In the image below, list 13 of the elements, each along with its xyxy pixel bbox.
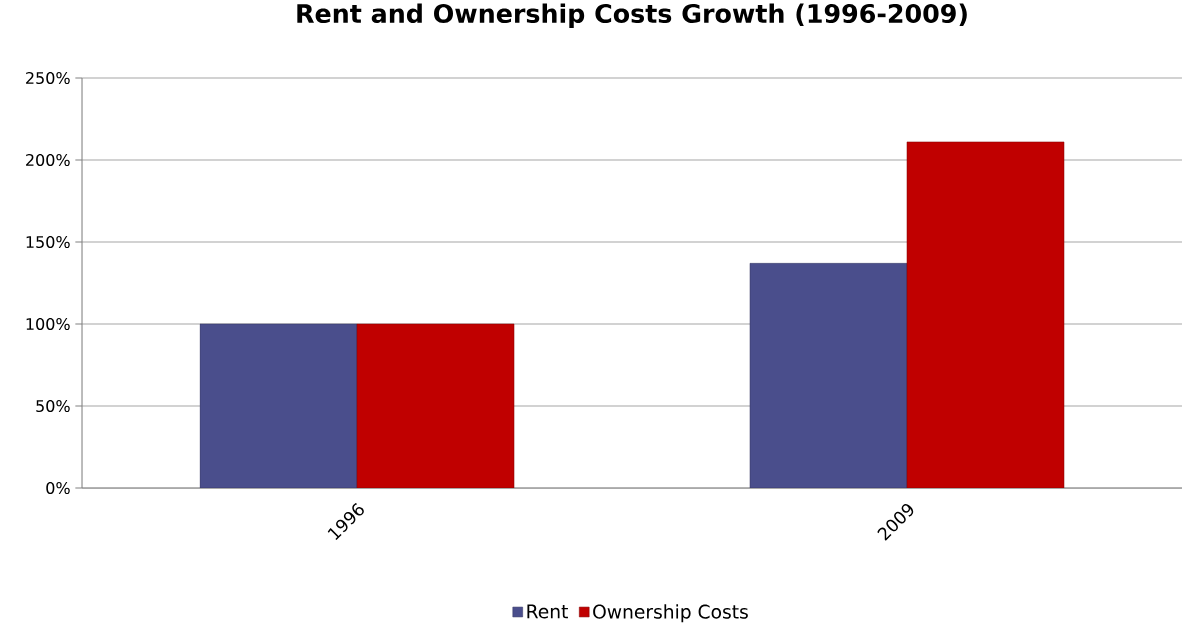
y-tick-label: 100%: [26, 317, 70, 331]
bar: [199, 323, 358, 488]
bar: [749, 263, 908, 488]
legend-label: Ownership Costs: [593, 604, 748, 623]
bar: [356, 323, 515, 488]
y-tick-label: 50%: [36, 399, 70, 413]
y-tick-label: 250%: [26, 71, 70, 85]
y-tick-label: 150%: [26, 235, 70, 249]
bar: [906, 141, 1065, 488]
y-tick-label: 0%: [46, 481, 70, 495]
chart-title: Rent and Ownership Costs Growth (1996-2009): [297, 3, 967, 28]
legend-label: Rent: [527, 604, 568, 619]
y-tick-label: 200%: [26, 153, 70, 167]
